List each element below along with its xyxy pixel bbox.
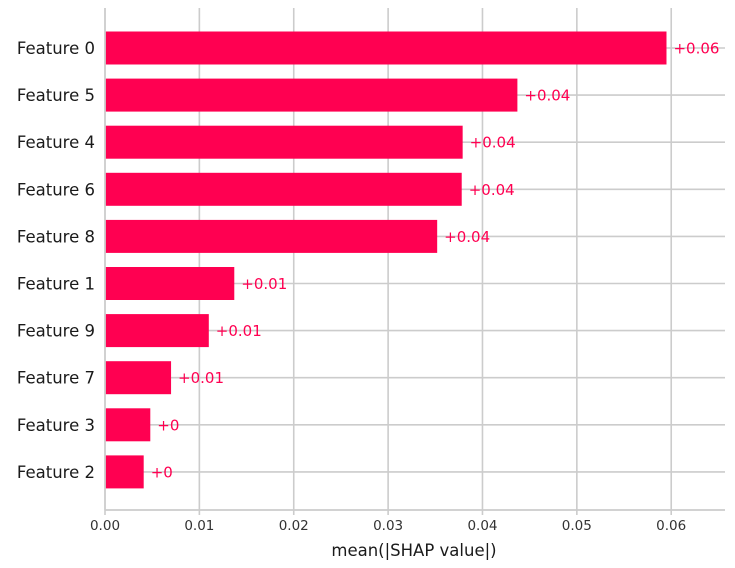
category-label: Feature 7 — [17, 369, 95, 388]
value-label: +0.01 — [241, 275, 287, 293]
category-label: Feature 8 — [17, 227, 95, 246]
value-label: +0.04 — [469, 181, 515, 199]
bar-layer — [105, 31, 667, 489]
value-label: +0 — [157, 416, 179, 434]
category-label: Feature 4 — [17, 133, 95, 152]
category-label: Feature 2 — [17, 463, 95, 482]
x-axis-title: mean(|SHAP value|) — [331, 541, 496, 560]
value-label: +0.04 — [470, 134, 516, 152]
value-label: +0 — [151, 463, 173, 481]
x-tick-label: 0.01 — [184, 518, 214, 534]
value-label: +0.04 — [444, 228, 490, 246]
category-label: Feature 9 — [17, 322, 95, 341]
x-tick-label: 0.02 — [279, 518, 309, 534]
value-label: +0.01 — [178, 369, 224, 387]
x-tick-label: 0.06 — [656, 518, 686, 534]
value-label: +0.01 — [216, 322, 262, 340]
value-label: +0.06 — [673, 40, 719, 58]
x-tick-label: 0.05 — [562, 518, 592, 534]
category-label: Feature 6 — [17, 180, 95, 199]
bar — [105, 172, 462, 206]
bar — [105, 31, 667, 65]
category-label: Feature 0 — [17, 39, 95, 58]
category-label: Feature 3 — [17, 416, 95, 435]
bar — [105, 408, 151, 442]
bar — [105, 455, 144, 489]
value-label: +0.04 — [524, 87, 570, 105]
bar — [105, 314, 209, 348]
category-label: Feature 1 — [17, 275, 95, 294]
x-tick-label: 0.04 — [467, 518, 497, 534]
bar — [105, 267, 235, 300]
x-tick-label: 0.00 — [90, 518, 120, 534]
bar — [105, 361, 172, 395]
bar — [105, 219, 438, 253]
bar — [105, 78, 518, 112]
x-tick-label: 0.03 — [373, 518, 403, 534]
category-label: Feature 5 — [17, 86, 95, 105]
label-layer: Feature 0 +0.06 Feature 5 +0.04 Feature 4 +0.… — [17, 39, 720, 482]
bar — [105, 125, 463, 159]
axis-layer: 0.00 0.01 0.02 0.03 0.04 0.05 0.06 — [90, 8, 725, 534]
